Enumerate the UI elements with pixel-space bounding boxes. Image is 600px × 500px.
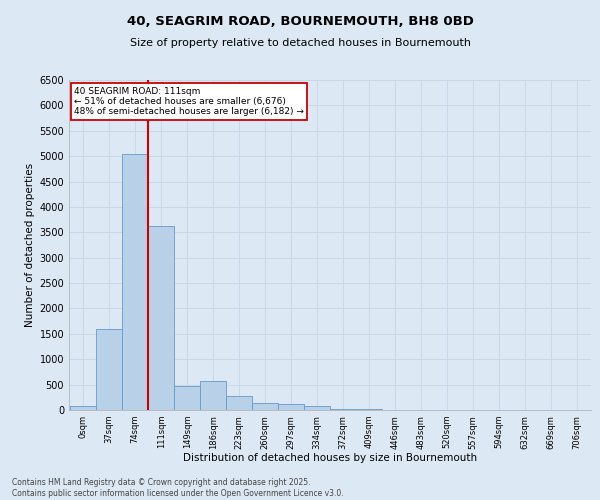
- Text: 40, SEAGRIM ROAD, BOURNEMOUTH, BH8 0BD: 40, SEAGRIM ROAD, BOURNEMOUTH, BH8 0BD: [127, 15, 473, 28]
- Bar: [70, 406, 96, 410]
- Bar: [278, 404, 304, 410]
- Bar: [122, 154, 148, 410]
- Bar: [226, 396, 252, 410]
- Bar: [174, 386, 200, 410]
- Text: Contains HM Land Registry data © Crown copyright and database right 2025.
Contai: Contains HM Land Registry data © Crown c…: [12, 478, 344, 498]
- Y-axis label: Number of detached properties: Number of detached properties: [25, 163, 35, 327]
- Text: 40 SEAGRIM ROAD: 111sqm
← 51% of detached houses are smaller (6,676)
48% of semi: 40 SEAGRIM ROAD: 111sqm ← 51% of detache…: [74, 86, 304, 117]
- Bar: [148, 226, 174, 410]
- X-axis label: Distribution of detached houses by size in Bournemouth: Distribution of detached houses by size …: [183, 453, 477, 463]
- Text: Size of property relative to detached houses in Bournemouth: Size of property relative to detached ho…: [130, 38, 470, 48]
- Bar: [200, 381, 226, 410]
- Bar: [252, 403, 278, 410]
- Bar: [96, 329, 122, 410]
- Bar: [304, 406, 330, 410]
- Bar: [330, 408, 356, 410]
